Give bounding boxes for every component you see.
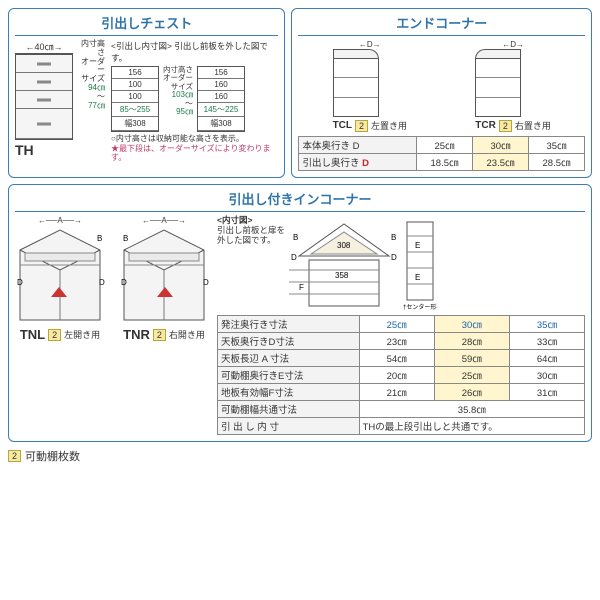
svg-text:F: F: [299, 283, 304, 292]
incorner-right: <内寸図> 引出し前板と扉を 外した図です。 308 BB DD 358: [217, 216, 585, 435]
incorner-body: ←──A──→ D D B TNL 2 左開き用: [15, 216, 585, 435]
incorner-cabinets: ←──A──→ D D B TNL 2 左開き用: [15, 216, 209, 342]
panel-drawer-chest: 引出しチェスト ←40㎝→ TH 内寸高さ オーダー サイズ: [8, 8, 285, 178]
svg-text:D: D: [291, 253, 297, 262]
svg-text:D: D: [391, 253, 397, 262]
panel-title-chest: 引出しチェスト: [15, 13, 278, 36]
endcorner-table: 本体奥行き D 25㎝ 30㎝ 35㎝ 引出し奥行き D 18.5㎝ 23.5㎝…: [298, 136, 585, 171]
panel-title-endcorner: エンドコーナー: [298, 13, 585, 36]
svg-text:B: B: [293, 233, 298, 242]
chest-body: ←40㎝→ TH 内寸高さ オーダー サイズ 94㎝ 〜 77㎝: [15, 40, 278, 163]
table-row: 天板長辺 A 寸法 54㎝ 59㎝ 64㎝: [218, 350, 585, 367]
svg-text:E: E: [415, 241, 420, 250]
table-row: 地板有効幅F寸法 21㎝ 26㎝ 31㎝: [218, 384, 585, 401]
table-row: 可動棚奥行きE寸法 20㎝ 25㎝ 30㎝: [218, 367, 585, 384]
endcorner-shelf-left: [333, 49, 379, 117]
table-row: 天板奥行きD寸法 23㎝ 28㎝ 33㎝: [218, 333, 585, 350]
chest-inner-col-1: 156 100 100 85〜255 幅308: [111, 66, 159, 132]
table-row: 引出し奥行き D 18.5㎝ 23.5㎝ 28.5㎝: [299, 154, 585, 171]
chest-code: TH: [15, 142, 73, 158]
table-row: 発注奥行き寸法 25㎝ 30㎝ 35㎝: [218, 316, 585, 333]
badge-icon: 2: [8, 450, 21, 462]
svg-text:D: D: [121, 278, 127, 287]
endcorner-left-label: TCL 2 左置き用: [333, 119, 407, 132]
chest-inner-caption: <引出し内寸図> 引出し前板を外した図です。: [111, 40, 278, 64]
table-row: 可動棚幅共通寸法 35.8㎝: [218, 401, 585, 418]
incorner-diagram: <内寸図> 引出し前板と扉を 外した図です。 308 BB DD 358: [217, 216, 585, 311]
badge-icon: 2: [499, 120, 512, 132]
badge-icon: 2: [153, 329, 166, 341]
top-row: 引出しチェスト ←40㎝→ TH 内寸高さ オーダー サイズ: [8, 8, 592, 178]
svg-text:D: D: [17, 278, 23, 287]
chest-width: ←40㎝→: [15, 40, 73, 54]
svg-text:B: B: [97, 234, 102, 243]
incorner-cab-left: ←──A──→ D D B TNL 2 左開き用: [15, 216, 105, 342]
endcorner-right-label: TCR 2 右置き用: [475, 119, 551, 132]
svg-text:D: D: [99, 278, 105, 287]
panel-title-incorner: 引出し付きインコーナー: [15, 189, 585, 212]
chest-inner-col-2: 156 160 160 145〜225 幅308: [197, 66, 245, 132]
incorner-table: 発注奥行き寸法 25㎝ 30㎝ 35㎝ 天板奥行きD寸法 23㎝ 28㎝ 33㎝…: [217, 315, 585, 435]
badge-icon: 2: [48, 329, 61, 341]
svg-text:E: E: [415, 273, 420, 282]
endcorner-shelf-right: [475, 49, 521, 117]
table-row: 本体奥行き D 25㎝ 30㎝ 35㎝: [299, 137, 585, 154]
chest-notes: ○内寸高さは収納可能な高さを表示。 ★最下段は、オーダーサイズにより変わります。: [111, 134, 278, 163]
legend: 2 可動棚枚数: [8, 448, 592, 464]
legend-text: 可動棚枚数: [25, 448, 80, 464]
panel-end-corner: エンドコーナー ←D→ TCL 2 左置き用 ←D→: [291, 8, 592, 178]
svg-text:308: 308: [337, 241, 351, 250]
endcorner-body: ←D→ TCL 2 左置き用 ←D→ TCR: [298, 40, 585, 132]
incorner-side-icon: E E †センター形状図: [403, 216, 437, 311]
table-row: 引 出 し 内 寸 THの最上段引出しと共通です。: [218, 418, 585, 435]
corner-cabinet-icon: D D B: [15, 225, 105, 325]
panel-in-corner: 引出し付きインコーナー ←──A──→ D D B TNL: [8, 184, 592, 442]
svg-text:B: B: [123, 234, 128, 243]
chest-side-dims: 内寸高さ オーダー サイズ 94㎝ 〜 77㎝: [75, 40, 105, 158]
svg-text:B: B: [391, 233, 396, 242]
badge-icon: 2: [355, 120, 368, 132]
svg-text:358: 358: [335, 271, 349, 280]
svg-text:†センター形状図: †センター形状図: [403, 303, 437, 311]
chest-cabinet: ←40㎝→ TH: [15, 40, 73, 158]
incorner-plan-icon: 308 B B D D 358 F: [289, 216, 399, 311]
chest-inner-h: 内寸高さオーダーサイズ 103㎝ 〜 95㎝: [163, 66, 193, 117]
svg-text:D: D: [203, 278, 209, 287]
incorner-cab-right: ←──A──→ D D B TNR 2 右開き用: [119, 216, 209, 342]
corner-cabinet-icon: D D B: [119, 225, 209, 325]
